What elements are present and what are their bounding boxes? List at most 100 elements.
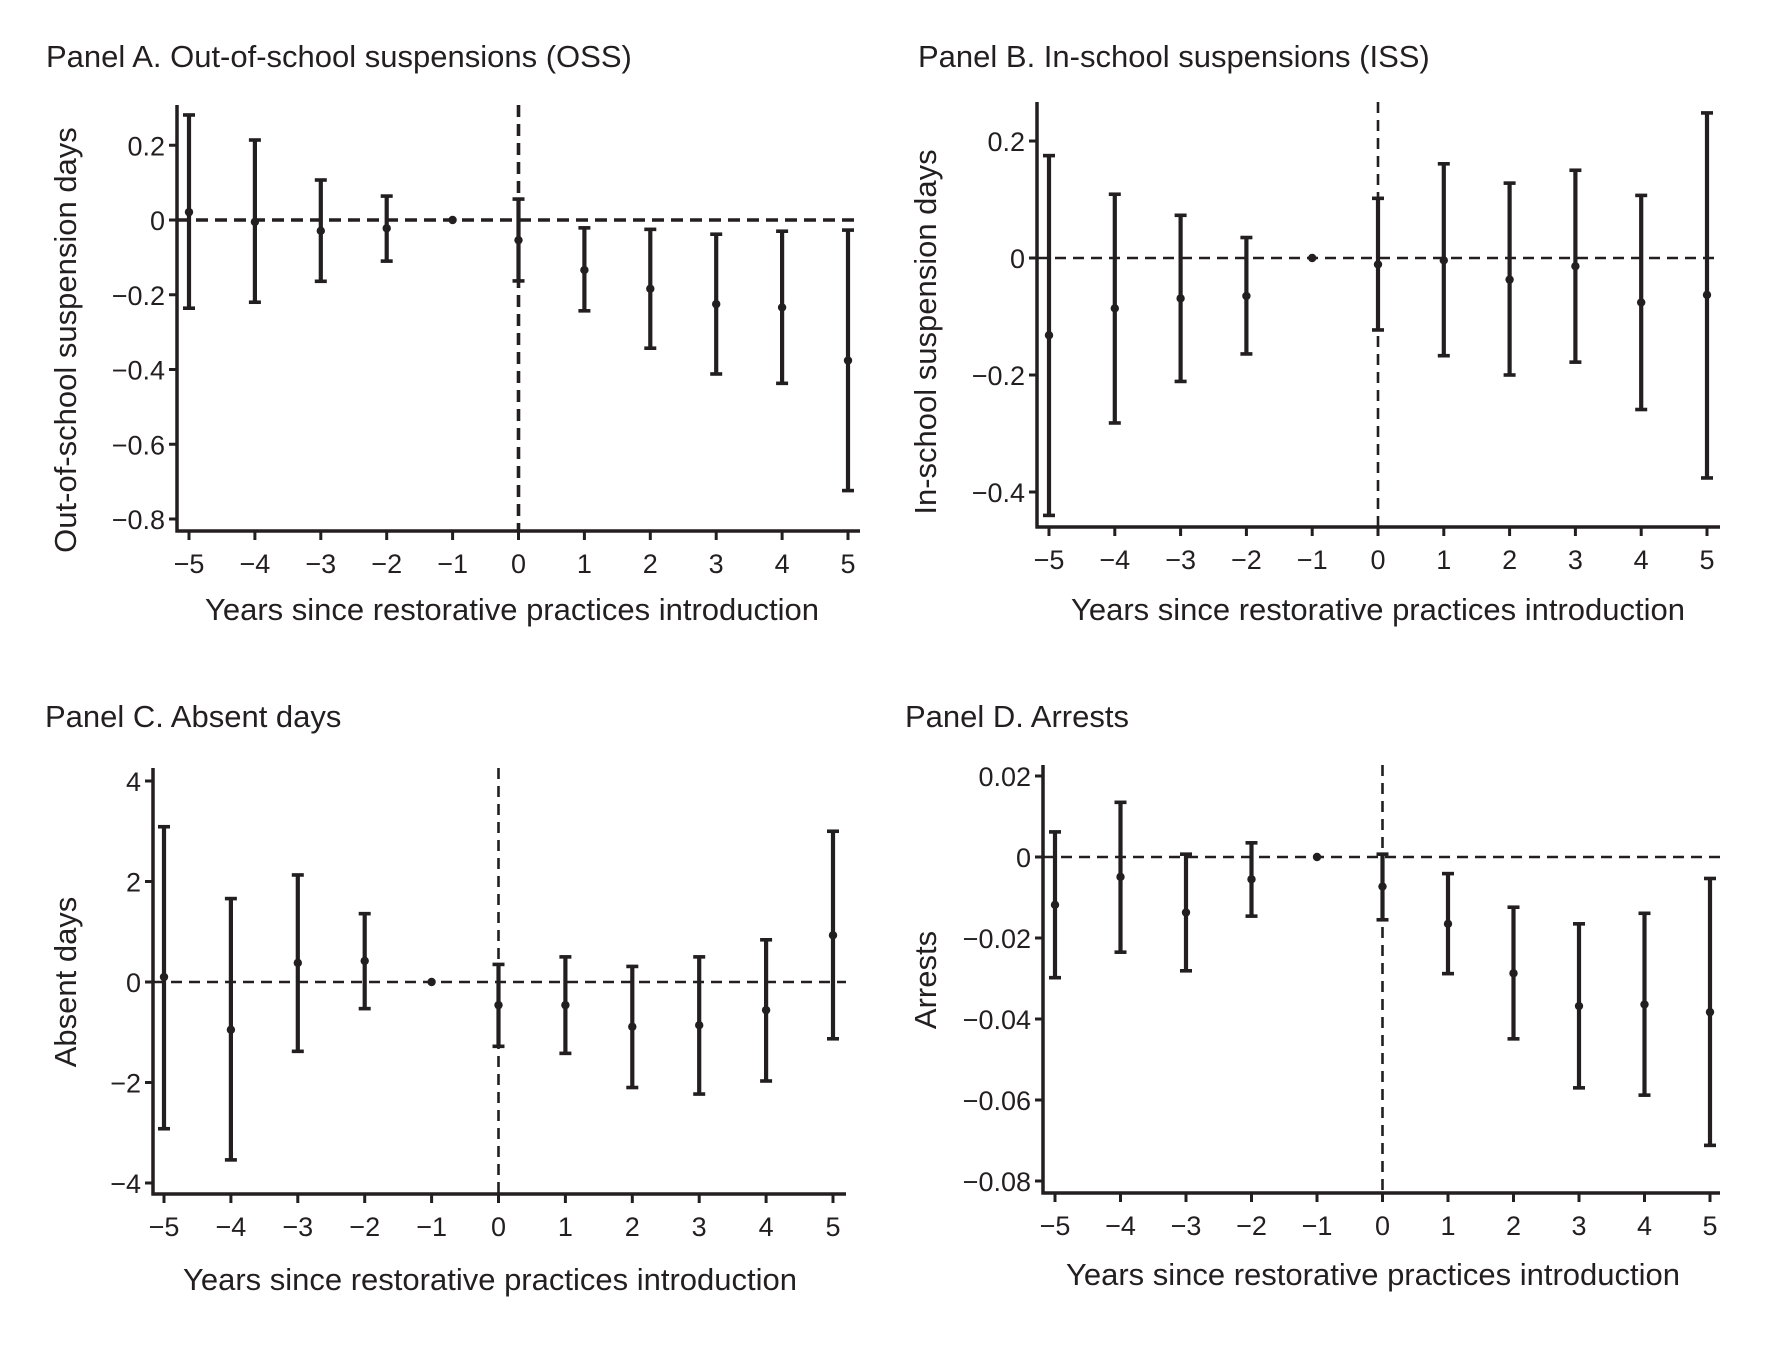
panel-b-x-tick-label: −4 <box>1099 545 1130 575</box>
panel-c-y-tick-label: −2 <box>110 1069 141 1099</box>
panel-c-x-tick-label: 2 <box>625 1212 640 1242</box>
panel-c-point-estimate <box>695 1021 704 1030</box>
panel-b-point-estimate <box>1702 290 1712 300</box>
panel-b-point-estimate <box>1571 261 1580 271</box>
panel-b-point-estimate <box>1110 304 1120 313</box>
panel-a-point-estimate <box>448 215 457 225</box>
panel-c-x-tick-label: 0 <box>491 1212 506 1242</box>
panel-b-point-estimate <box>1308 253 1317 263</box>
panel-c-x-tick-label: −4 <box>216 1212 247 1242</box>
panel-b-point-estimate <box>1176 294 1185 303</box>
panel-c-x-tick-label: −1 <box>416 1212 447 1242</box>
panel-c-point-estimate <box>828 931 838 940</box>
panel-b-y-tick-label: −0.2 <box>972 361 1025 391</box>
panel-a-point-estimate <box>382 224 391 233</box>
panel-c-x-axis-title: Years since restorative practices introd… <box>183 1262 797 1297</box>
panel-c-plot-area: 4 2 0 −2 −4 −5 −4 −3 −2 −1 0 1 2 3 4 5 <box>110 767 846 1242</box>
panel-a-x-tick-label: −3 <box>305 549 336 579</box>
panel-d-point-estimate <box>1181 908 1191 917</box>
panel-c-point-estimate <box>226 1025 236 1034</box>
panel-d-x-axis-title: Years since restorative practices introd… <box>1066 1257 1680 1292</box>
panel-d-x-tick-label: 3 <box>1571 1211 1586 1241</box>
panel-b-y-tick-label: 0.2 <box>987 127 1025 157</box>
panel-d-y-tick-label: −0.08 <box>963 1167 1031 1197</box>
panel-c-point-estimate <box>628 1022 637 1031</box>
panel-a-point-estimate <box>646 284 655 293</box>
panel-a-point-estimate <box>580 265 589 275</box>
panel-b-y-axis-title: In-school suspension days <box>908 149 943 514</box>
panel-c-point-estimate <box>427 977 436 987</box>
panel-a-x-tick-label: 5 <box>840 549 855 579</box>
panel-c-x-tick-label: −2 <box>349 1212 380 1242</box>
panel-c-y-tick-label: 2 <box>126 868 141 898</box>
panel-a-x-tick-label: 3 <box>709 549 724 579</box>
panel-d-y-axis-title: Arrests <box>908 931 943 1029</box>
panel-d-plot-area: 0.02 0 −0.02 −0.04 −0.06 −0.08 −5 −4 −3 −2 −1 0 1 2 3 4… <box>963 762 1720 1241</box>
panel-b-x-tick-label: 4 <box>1634 545 1649 575</box>
panel-c-title: Panel C. Absent days <box>45 699 341 734</box>
panel-d-title: Panel D. Arrests <box>905 699 1129 734</box>
panel-a-y-tick-label: −0.6 <box>112 430 165 460</box>
panel-c-x-tick-label: 4 <box>759 1212 774 1242</box>
panel-b-point-estimate <box>1505 275 1514 284</box>
panel-b-x-axis-title: Years since restorative practices introd… <box>1071 592 1685 627</box>
panel-b: Panel B. In-school suspensions (ISS) In-… <box>908 39 1720 627</box>
panel-c: Panel C. Absent days Absent days Years s… <box>45 699 846 1297</box>
panel-d-point-estimate <box>1705 1007 1715 1017</box>
panel-d-x-tick-label: −3 <box>1171 1211 1202 1241</box>
panel-a-point-estimate <box>843 356 853 365</box>
panel-a-y-tick-label: 0 <box>150 206 165 236</box>
panel-c-y-tick-label: 0 <box>126 968 141 998</box>
panel-a-y-tick-label: 0.2 <box>127 131 165 161</box>
panel-b-x-tick-label: 1 <box>1436 545 1451 575</box>
panel-b-x-tick-label: −2 <box>1231 545 1262 575</box>
panel-a-y-tick-label: −0.8 <box>112 505 165 535</box>
panel-b-point-estimate <box>1373 260 1383 269</box>
panel-d-x-tick-label: −4 <box>1105 1211 1136 1241</box>
panel-c-x-tick-label: 5 <box>825 1212 840 1242</box>
panel-a-point-estimate <box>250 217 260 227</box>
panel-a-point-estimate <box>184 207 194 217</box>
panel-a-x-tick-label: 2 <box>643 549 658 579</box>
panel-b-x-tick-label: 2 <box>1502 545 1517 575</box>
panel-a-x-tick-label: −4 <box>240 549 271 579</box>
panel-c-x-tick-label: 1 <box>558 1212 573 1242</box>
panel-c-point-estimate <box>561 1000 570 1010</box>
panel-b-x-tick-label: 5 <box>1699 545 1714 575</box>
panel-d-y-tick-label: −0.06 <box>963 1086 1031 1116</box>
panel-c-y-tick-label: 4 <box>126 767 141 797</box>
panel-a-y-tick-label: −0.4 <box>112 356 165 386</box>
panel-d-point-estimate <box>1116 872 1125 882</box>
panel-a-title: Panel A. Out-of-school suspensions (OSS) <box>46 39 632 74</box>
panel-d-y-tick-label: 0.02 <box>978 762 1031 792</box>
panel-d-x-tick-label: 5 <box>1702 1211 1717 1241</box>
panel-c-point-estimate <box>293 958 302 968</box>
panel-c-y-axis-title: Absent days <box>48 897 83 1068</box>
panel-d-y-tick-label: −0.02 <box>963 924 1031 954</box>
panel-d-point-estimate <box>1050 900 1060 909</box>
panel-b-title: Panel B. In-school suspensions (ISS) <box>918 39 1430 74</box>
panel-d-x-tick-label: −1 <box>1302 1211 1333 1241</box>
panel-d-point-estimate <box>1312 852 1322 862</box>
panel-a-x-tick-label: 1 <box>577 549 592 579</box>
panel-b-point-estimate <box>1637 298 1646 307</box>
panel-c-x-tick-label: 3 <box>692 1212 707 1242</box>
panel-b-y-tick-label: 0 <box>1010 244 1025 274</box>
panel-d-y-tick-label: 0 <box>1016 843 1031 873</box>
panel-d-point-estimate <box>1509 969 1518 978</box>
panel-d-x-tick-label: −5 <box>1040 1211 1071 1241</box>
panel-a-x-tick-label: 0 <box>511 549 526 579</box>
panel-a-x-axis-title: Years since restorative practices introd… <box>205 592 819 627</box>
panel-d-x-tick-label: 2 <box>1506 1211 1521 1241</box>
panel-d: Panel D. Arrests Arrests Years since res… <box>905 699 1720 1292</box>
panel-b-y-tick-label: −0.4 <box>972 478 1025 508</box>
panel-a-y-axis-title: Out-of-school suspension days <box>48 127 83 553</box>
panel-b-x-tick-label: 3 <box>1568 545 1583 575</box>
panel-a-x-tick-label: −2 <box>371 549 402 579</box>
panel-b-plot-area: 0.2 0 −0.2 −0.4 −5 −4 −3 −2 −1 0 1 2 3 4 5 <box>972 102 1720 575</box>
panel-a-point-estimate <box>316 226 325 236</box>
panel-b-point-estimate <box>1242 291 1251 301</box>
panel-a-point-estimate <box>777 303 787 312</box>
panel-d-x-tick-label: 4 <box>1637 1211 1652 1241</box>
